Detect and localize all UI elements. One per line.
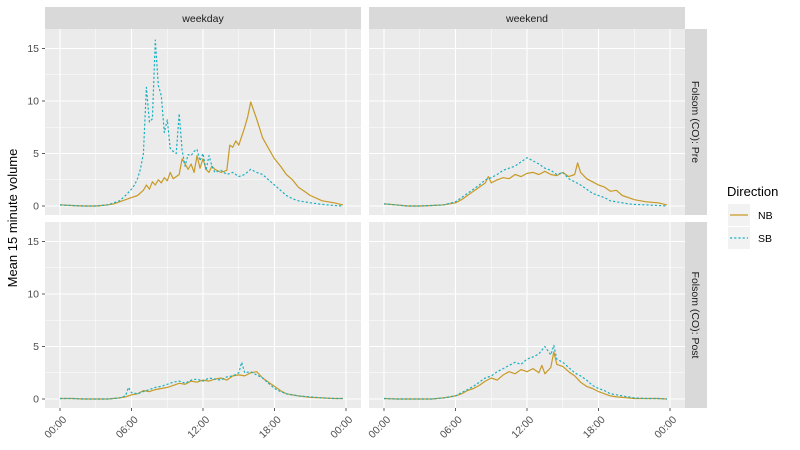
panel-weekend-pre <box>369 29 685 215</box>
facet-strip-weekend <box>369 7 685 29</box>
y-tick-label: 0 <box>33 394 39 406</box>
x-tick-label: 12:00 <box>185 414 212 441</box>
y-tick-label: 15 <box>27 236 39 248</box>
x-tick-label: 00:00 <box>366 414 393 441</box>
facet-label-weekday: weekday <box>181 13 224 25</box>
y-tick-label: 15 <box>27 43 39 55</box>
legend-title: Direction <box>727 184 778 199</box>
series-line-nb-weekend-post <box>383 351 668 400</box>
x-tick-label: 00:00 <box>42 414 69 441</box>
x-tick-label: 12:00 <box>509 414 536 441</box>
y-axis-title: Mean 15 minute volume <box>5 149 20 288</box>
y-tick-label: 5 <box>33 148 39 160</box>
legend-label-nb: NB <box>758 210 773 222</box>
y-tick-label: 10 <box>27 96 39 108</box>
row-label-pre: Folsom (CO): Pre <box>689 81 701 163</box>
x-tick-label: 06:00 <box>114 414 141 441</box>
panel-weekday-pre <box>45 29 361 215</box>
series-line-sb-weekday-pre <box>59 39 344 207</box>
legend: Direction NB SB <box>727 184 778 249</box>
facet-label-weekend: weekend <box>505 13 548 25</box>
y-tick-label: 5 <box>33 341 39 353</box>
row-strip-pre <box>685 29 707 215</box>
row-label-post: Folsom (CO): Post <box>689 272 701 359</box>
row-strip-post <box>685 222 707 408</box>
y-tick-label: 0 <box>33 201 39 213</box>
x-tick-label: 18:00 <box>581 414 608 441</box>
series-line-sb-weekday-post <box>60 361 343 400</box>
panel-weekday-post <box>45 222 361 408</box>
x-tick-label: 00:00 <box>652 414 679 441</box>
x-tick-label: 00:00 <box>328 414 355 441</box>
series-line-sb-weekend-post <box>383 344 668 400</box>
panel-weekend-post <box>369 222 685 408</box>
facet-strip-weekday <box>45 7 361 29</box>
x-tick-label: 06:00 <box>438 414 465 441</box>
series-line-sb-weekend-pre <box>383 157 668 207</box>
series-line-nb-weekday-post <box>60 371 343 400</box>
series-line-nb-weekend-pre <box>383 162 668 207</box>
legend-label-sb: SB <box>758 233 772 245</box>
x-tick-label: 18:00 <box>257 414 284 441</box>
series-line-nb-weekday-pre <box>59 101 344 207</box>
y-tick-label: 10 <box>27 289 39 301</box>
